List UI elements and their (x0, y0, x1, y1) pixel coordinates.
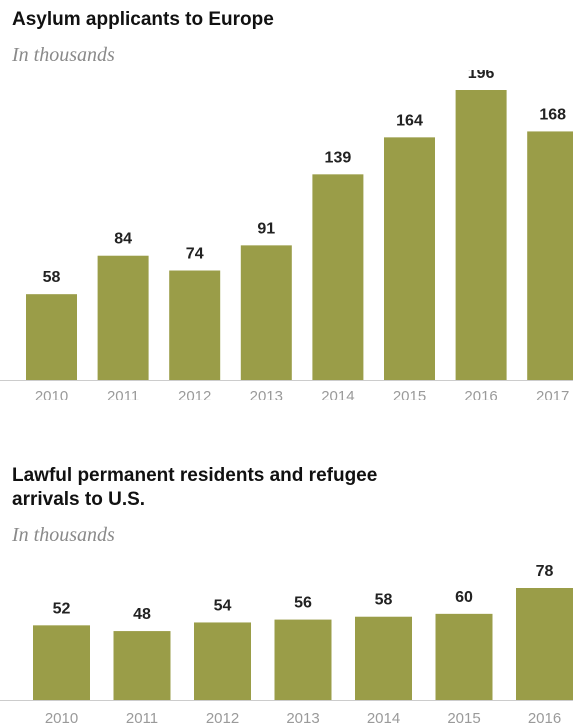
chart2-bar-2011 (113, 631, 171, 700)
chart1-bar-2011 (97, 255, 149, 380)
chart1-title: Asylum applicants to Europe (12, 9, 274, 30)
chart1-value-label-2014: 139 (325, 149, 352, 166)
chart2-subtitle: In thousands (12, 524, 115, 546)
chart2-bar-2012 (194, 622, 251, 700)
chart1-value-label-2017: 168 (539, 106, 566, 123)
chart2-tick-2012: 2012 (206, 710, 239, 723)
chart1-value-label-2012: 74 (186, 246, 204, 263)
chart2-value-label-2015: 60 (455, 589, 473, 606)
chart1-value-label-2013: 91 (257, 220, 275, 237)
chart1-bar-2016 (455, 90, 507, 380)
chart2-tick-2011: 2011 (126, 710, 158, 723)
chart1-tick-2013: 2013 (250, 388, 283, 400)
chart1-tick-2017: 2017 (536, 388, 569, 400)
chart1-subtitle: In thousands (12, 44, 115, 66)
chart1-value-label-2015: 164 (396, 112, 423, 129)
chart2-value-label-2011: 48 (133, 606, 151, 623)
chart1-value-label-2011: 84 (114, 231, 132, 248)
chart1-tick-2014: 2014 (321, 388, 354, 400)
chart1-tick-2010: 2010 (35, 388, 68, 400)
chart1-tick-2016: 2016 (464, 388, 497, 400)
chart1-bar-2013 (240, 245, 292, 380)
chart1-bar-2012 (169, 270, 221, 380)
chart2-tick-2015: 2015 (447, 710, 480, 723)
chart1-bar-2010 (26, 294, 77, 380)
chart1-tick-2012: 2012 (178, 388, 211, 400)
chart2-tick-2014: 2014 (367, 710, 400, 723)
chart2-value-label-2010: 52 (53, 600, 71, 617)
chart1-value-label-2016: 196 (468, 70, 495, 82)
chart1-bar-2015 (384, 137, 435, 380)
chart2-bar-2010 (33, 625, 90, 700)
chart2-value-label-2016: 78 (536, 563, 554, 580)
chart1-tick-2011: 2011 (107, 388, 139, 400)
chart2-bar-2016 (516, 588, 573, 700)
chart2-tick-2013: 2013 (286, 710, 319, 723)
chart2-value-label-2012: 54 (214, 597, 232, 614)
chart2-bar-2014 (355, 616, 412, 700)
chart2-tick-2010: 2010 (45, 710, 78, 723)
chart2-bar-2015 (435, 613, 493, 700)
chart1-plot: 58 2010 84 2011 74 2012 91 2013 139 2014 164 2015 19… (0, 70, 573, 400)
chart2-plot: 52 2010 48 2011 54 2012 56 2013 58 2014 60 2015 78 20… (0, 563, 573, 723)
chart2-bar-2013 (274, 619, 332, 700)
chart2-title: Lawful permanent residents and refugee a… (12, 465, 378, 510)
chart2-value-label-2013: 56 (294, 595, 312, 612)
chart1-value-label-2010: 58 (43, 269, 61, 286)
chart2-tick-2016: 2016 (528, 710, 561, 723)
chart1-tick-2015: 2015 (393, 388, 426, 400)
chart1-bar-2014 (312, 174, 364, 380)
chart2-value-label-2014: 58 (375, 592, 393, 609)
chart1-bar-2017 (527, 131, 573, 380)
